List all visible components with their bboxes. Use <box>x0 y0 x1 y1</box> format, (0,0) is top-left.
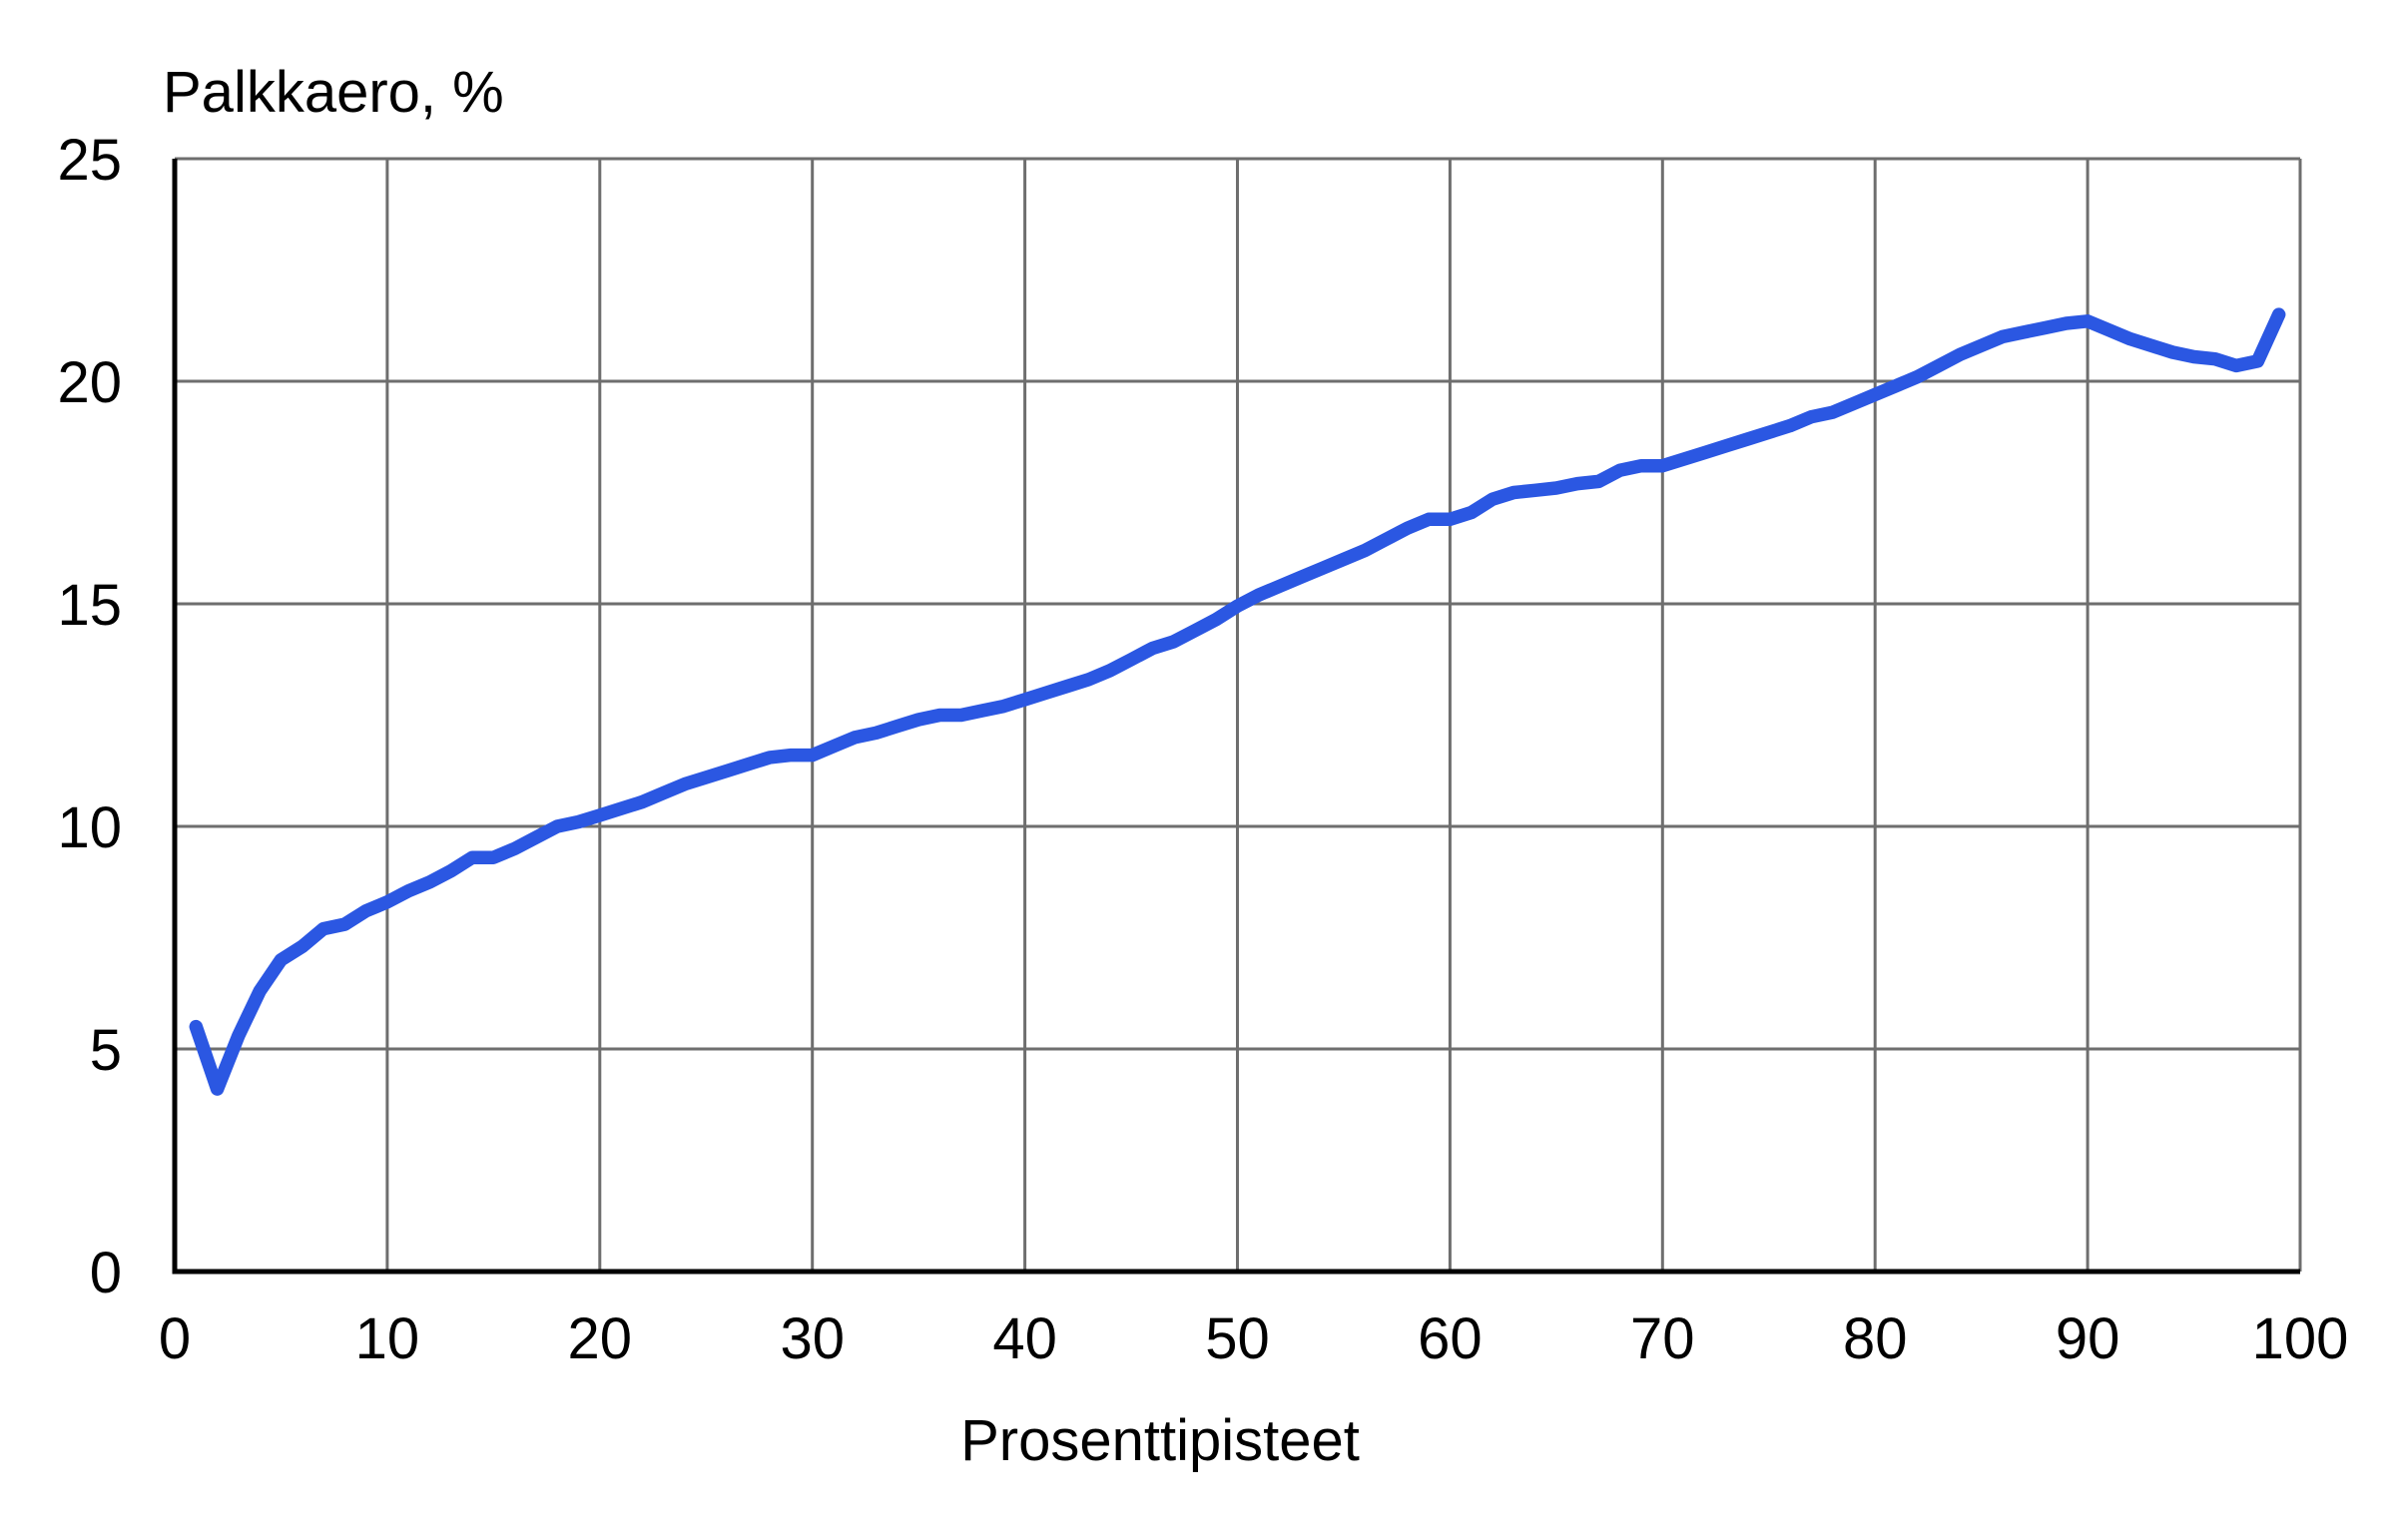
palkkaero-series-line <box>189 307 2286 1096</box>
x-tick-label: 100 <box>2252 1306 2349 1371</box>
x-tick-label: 90 <box>2056 1306 2120 1371</box>
x-tick-label: 30 <box>780 1306 845 1371</box>
x-tick-label: 50 <box>1205 1306 1270 1371</box>
y-tick-label: 15 <box>57 573 122 638</box>
y-tick-label: 5 <box>90 1018 122 1083</box>
gridlines <box>175 157 2302 1272</box>
x-tick-label: 20 <box>568 1306 633 1371</box>
x-tick-label: 60 <box>1418 1306 1483 1371</box>
x-tick-label: 40 <box>992 1306 1057 1371</box>
x-tick-label: 10 <box>355 1306 420 1371</box>
y-tick-label: 25 <box>57 128 122 193</box>
y-axis-tick-labels: 0 5 10 15 20 25 <box>57 128 122 1305</box>
x-tick-label: 70 <box>1630 1306 1695 1371</box>
x-axis-label: Prosenttipisteet <box>960 1408 1360 1473</box>
axes <box>172 159 2300 1275</box>
x-tick-label: 0 <box>159 1306 191 1371</box>
x-tick-label: 80 <box>1843 1306 1908 1371</box>
x-axis-tick-labels: 0 10 20 30 40 50 60 70 80 90 100 <box>159 1306 2349 1371</box>
chart-title: Palkkaero, % <box>163 60 504 125</box>
y-tick-label: 0 <box>90 1241 122 1305</box>
y-tick-label: 10 <box>57 795 122 860</box>
y-tick-label: 20 <box>57 350 122 415</box>
